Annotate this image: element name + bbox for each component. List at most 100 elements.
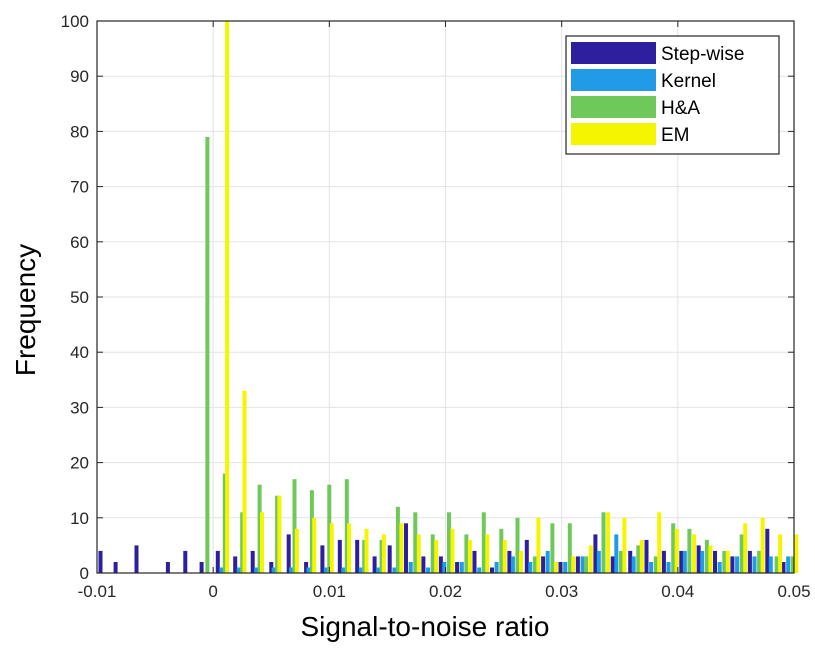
bar-em <box>588 545 593 573</box>
bar-h-a <box>447 512 451 573</box>
y-tick-label: 60 <box>70 233 89 252</box>
bar-em <box>553 562 558 573</box>
bar-kernel <box>477 567 482 573</box>
bar-step-wise <box>490 567 494 573</box>
y-tick-label: 50 <box>70 288 89 307</box>
bar-kernel <box>426 567 431 573</box>
legend-label-kernel: Kernel <box>661 71 716 92</box>
bar-kernel <box>494 562 499 573</box>
bar-step-wise <box>610 556 615 573</box>
bar-h-a <box>257 484 262 573</box>
bar-h-a <box>430 534 435 573</box>
legend-swatch-kernel <box>571 69 656 91</box>
bar-h-a <box>395 506 400 573</box>
y-tick-label: 80 <box>70 122 89 141</box>
bar-kernel <box>392 567 397 573</box>
y-tick-label: 90 <box>70 67 89 86</box>
bar-kernel <box>700 550 705 573</box>
bar-em <box>329 523 334 573</box>
bar-em <box>485 534 490 573</box>
bar-em <box>260 512 264 573</box>
bar-h-a <box>550 523 555 573</box>
bar-kernel <box>219 567 224 573</box>
bar-kernel <box>735 556 740 573</box>
bar-step-wise <box>387 545 392 573</box>
bar-h-a <box>636 545 641 573</box>
bar-em <box>399 523 404 573</box>
bar-em <box>674 528 679 573</box>
bar-em <box>467 539 472 573</box>
bar-h-a <box>481 512 486 573</box>
bar-step-wise <box>661 550 666 573</box>
bar-em <box>708 545 713 573</box>
bar-step-wise <box>628 550 633 573</box>
bar-step-wise <box>337 539 342 573</box>
legend-label-step-wise: Step-wise <box>661 44 744 65</box>
bar-h-a <box>757 550 762 573</box>
x-axis-title: Signal-to-noise ratio <box>300 611 549 642</box>
bar-step-wise <box>679 550 684 573</box>
x-tick-label: -0.01 <box>78 582 117 601</box>
bar-step-wise <box>215 550 220 573</box>
bar-kernel <box>596 550 601 573</box>
bar-em <box>571 556 576 573</box>
legend-label-em: EM <box>661 125 690 146</box>
bar-em <box>364 528 369 573</box>
bar-kernel <box>528 562 533 573</box>
bar-h-a <box>601 512 606 573</box>
x-tick-label: 0.04 <box>661 582 694 601</box>
legend-label-h-a: H&A <box>661 98 700 119</box>
bar-em <box>760 517 765 573</box>
bar-step-wise <box>355 539 360 573</box>
bar-kernel <box>752 556 757 573</box>
bar-em <box>312 517 317 573</box>
bar-step-wise <box>134 545 139 573</box>
bar-h-a <box>704 539 709 573</box>
bar-step-wise <box>524 539 529 573</box>
y-axis-title: Frequency <box>10 244 41 376</box>
bar-h-a <box>413 512 418 573</box>
x-tick-label: 0.03 <box>545 582 578 601</box>
bar-h-a <box>739 534 744 573</box>
y-tick-label: 70 <box>70 178 89 197</box>
bar-h-a <box>515 517 520 573</box>
bar-h-a <box>327 484 332 573</box>
bar-step-wise <box>304 562 309 573</box>
bar-em <box>606 512 611 573</box>
bar-em <box>225 21 230 573</box>
bar-em <box>622 517 627 573</box>
y-tick-label: 10 <box>70 509 89 528</box>
bar-kernel <box>358 567 363 573</box>
x-tick-label: 0 <box>208 582 217 601</box>
bar-step-wise <box>320 545 325 573</box>
bar-step-wise <box>113 562 118 573</box>
bar-h-a <box>790 556 795 573</box>
bar-step-wise <box>472 550 477 573</box>
bar-h-a <box>292 479 297 573</box>
bar-em <box>536 517 541 573</box>
legend-swatch-em <box>571 123 656 145</box>
y-tick-label: 0 <box>80 564 89 583</box>
bar-step-wise <box>199 562 204 573</box>
bar-step-wise <box>250 550 255 573</box>
bar-em <box>794 534 799 573</box>
bar-h-a <box>499 528 504 573</box>
bar-kernel <box>563 562 568 573</box>
bar-em <box>639 539 644 573</box>
y-tick-label: 40 <box>70 343 89 362</box>
y-tick-label: 30 <box>70 398 89 417</box>
bar-step-wise <box>372 556 377 573</box>
bar-em <box>294 528 299 573</box>
bar-h-a <box>240 512 245 573</box>
bar-h-a <box>687 528 692 573</box>
bar-h-a <box>653 556 658 573</box>
bar-kernel <box>631 556 636 573</box>
x-tick-label: 0.02 <box>429 582 462 601</box>
y-tick-label: 20 <box>70 454 89 473</box>
y-tick-labels: 0 10 20 30 40 50 60 70 80 90 100 <box>61 12 89 583</box>
bar-h-a <box>722 550 727 573</box>
bars-group <box>98 21 799 573</box>
bar-step-wise <box>455 562 460 573</box>
bar-kernel <box>236 567 241 573</box>
